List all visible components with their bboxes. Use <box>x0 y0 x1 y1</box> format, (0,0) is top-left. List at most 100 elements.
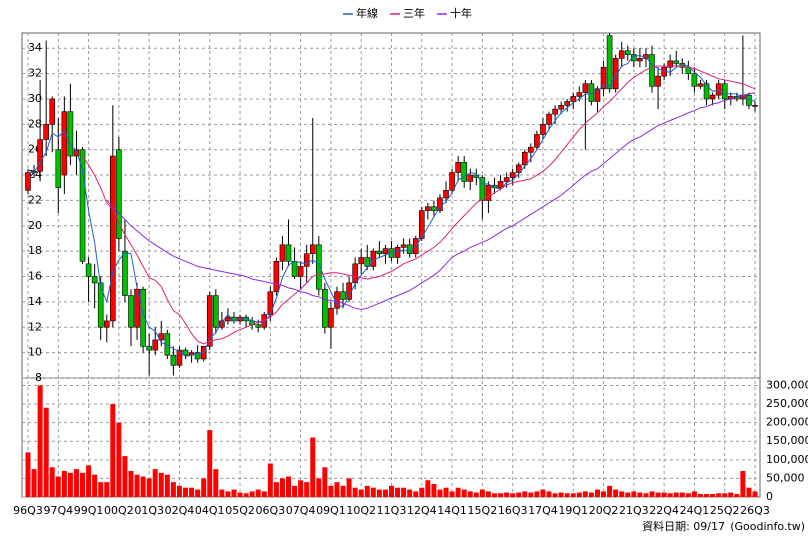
candle-body <box>182 349 189 356</box>
candle-body <box>418 210 425 239</box>
candle-body <box>297 266 304 277</box>
volume-bar <box>346 478 352 497</box>
volume-bar <box>364 485 370 497</box>
candle-body <box>176 349 183 366</box>
volume-bar <box>164 474 170 497</box>
volume-bar <box>746 487 752 497</box>
volume-bar <box>491 493 497 497</box>
x-tick-label: 02Q4 <box>165 504 195 517</box>
volume-bar <box>110 404 116 497</box>
volume-bar <box>728 492 734 497</box>
volume-bar <box>49 467 55 497</box>
volume-bar <box>231 489 237 497</box>
volume-bar <box>576 492 582 497</box>
candle-body <box>285 244 292 262</box>
candle-body <box>721 83 728 100</box>
volume-bar <box>685 493 691 497</box>
y-tick-label: 8 <box>35 371 42 384</box>
volume-bar <box>25 452 31 497</box>
y2-tick-label: 0 <box>766 490 773 503</box>
volume-bar <box>673 492 679 497</box>
candle-body <box>425 206 431 211</box>
volume-bar <box>176 485 182 497</box>
x-tick-label: 06Q3 <box>256 504 286 517</box>
volume-bar <box>594 489 600 497</box>
volume-bar <box>207 430 213 497</box>
volume-bar <box>419 487 425 497</box>
volume-bar <box>588 492 594 497</box>
candle-body <box>715 83 722 96</box>
candle-body <box>637 58 643 62</box>
volume-bar <box>546 491 552 497</box>
y-tick-label: 12 <box>28 320 42 333</box>
data-date: 資料日期: 09/17 <box>642 519 725 533</box>
legend-label: 年線 <box>356 6 378 20</box>
candle-body <box>521 151 528 166</box>
candle-body <box>322 288 328 328</box>
x-tick-label: 17Q4 <box>528 504 558 517</box>
candle-body <box>352 263 358 284</box>
y-tick-label: 30 <box>28 92 42 105</box>
volume-bar <box>152 469 158 497</box>
ma-line <box>28 55 756 357</box>
candle-body <box>122 250 128 296</box>
volume-bar <box>43 407 49 497</box>
volume-bar <box>704 494 710 497</box>
volume-bar <box>564 493 570 497</box>
candle-body <box>140 288 146 347</box>
candle-body <box>103 320 110 328</box>
x-tick-label: 96Q3 <box>13 504 43 517</box>
volume-bar <box>322 467 328 497</box>
y-tick-label: 34 <box>28 41 42 54</box>
volume-bar <box>740 470 746 497</box>
candle-body <box>558 104 564 110</box>
candle-body <box>503 177 510 182</box>
volume-bar <box>255 489 261 497</box>
candle-body <box>443 189 449 199</box>
volume-bar <box>655 492 661 497</box>
candle-body <box>364 257 371 267</box>
volume-bar <box>261 491 267 497</box>
candle-body <box>382 248 389 254</box>
volume-bar <box>522 491 528 497</box>
candle-body <box>43 124 49 140</box>
source: (Goodinfo.tw) <box>730 520 805 533</box>
volume-bar <box>37 385 43 497</box>
x-tick-label: 15Q2 <box>468 504 498 517</box>
volume-bar <box>134 474 140 497</box>
volume-bar <box>461 489 467 497</box>
volume-bar <box>116 422 122 497</box>
volume-bar <box>552 493 558 497</box>
volume-bar <box>195 489 201 497</box>
candle-body <box>649 54 655 87</box>
volume-bar <box>467 491 473 497</box>
candle-body <box>606 35 613 90</box>
volume-bar <box>479 489 485 497</box>
volume-bar <box>183 487 189 497</box>
volume-bar <box>582 491 588 497</box>
volume-bar <box>643 493 649 497</box>
candle-body <box>303 253 310 267</box>
candle-body <box>431 206 437 211</box>
volume-bar <box>122 456 128 497</box>
y-tick-label: 32 <box>28 67 42 80</box>
volume-bar <box>734 494 740 497</box>
candle-body <box>400 244 407 248</box>
volume-bar <box>504 492 510 497</box>
ma-line <box>82 65 756 345</box>
candle-body <box>534 134 540 148</box>
volume-bar <box>631 491 637 497</box>
y2-tick-label: 100,000 <box>766 453 808 466</box>
candle-body <box>309 244 316 254</box>
candle-body <box>479 177 486 201</box>
y-tick-label: 18 <box>28 244 42 257</box>
x-tick-label: 04Q1 <box>195 504 225 517</box>
x-tick-label: 22Q4 <box>649 504 679 517</box>
candle-body <box>219 320 225 328</box>
volume-bar <box>328 485 334 497</box>
x-tick-label: 99Q1 <box>74 504 104 517</box>
volume-bar <box>98 482 104 497</box>
candle-body <box>691 73 698 87</box>
volume-bar <box>189 487 195 497</box>
x-tick-label: 11Q3 <box>377 504 407 517</box>
